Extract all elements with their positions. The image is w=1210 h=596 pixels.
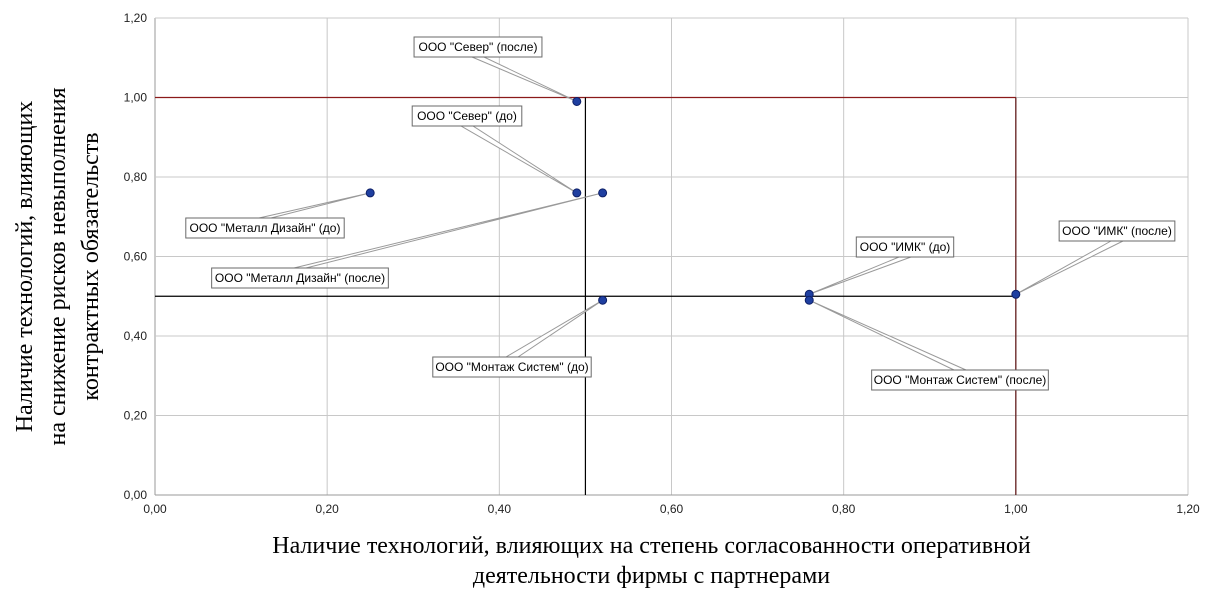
callout-box (855, 236, 955, 258)
data-label: ООО "Металл Дизайн" (до) (190, 221, 341, 235)
axis-titles: Наличие технологий, влияющих на степень … (12, 87, 1031, 589)
data-label: ООО "Север" (до) (417, 109, 517, 123)
callout-box (211, 267, 389, 289)
callout-box (185, 217, 345, 239)
x-tick-label: 1,00 (1004, 502, 1028, 516)
data-point (1011, 289, 1021, 299)
callout-leader (504, 299, 603, 358)
x-tick-label: 0,40 (488, 502, 512, 516)
callout-leader (809, 299, 967, 371)
data-label: ООО "ИМК" (до) (860, 240, 950, 254)
callout-box (411, 105, 523, 127)
data-label: ООО "ИМК" (после) (1062, 224, 1172, 238)
y-axis-title: контрактных обязательств (78, 132, 104, 400)
data-point (598, 295, 608, 305)
data-label: ООО "Монтаж Систем" (до) (435, 360, 588, 374)
callout-leaders (258, 56, 1124, 371)
x-tick-label: 0,20 (315, 502, 339, 516)
callout-labels: ООО "Север" (после) ООО "Север" (до) ООО "… (185, 36, 1176, 391)
grid (154, 17, 1189, 496)
x-axis-title: деятельности фирмы с партнерами (473, 563, 830, 589)
y-axis-title: на снижение рисков невыполнения (45, 87, 71, 445)
callout-box (432, 356, 592, 378)
callout-leader (471, 56, 578, 102)
callout-leader (809, 256, 912, 295)
y-tick-label: 0,00 (124, 488, 148, 502)
callout-box (871, 369, 1049, 391)
tick-labels: 0,00 0,20 0,40 0,60 0,80 1,00 1,20 0,00 0,20 0,40… (124, 11, 1200, 516)
callout-box (1058, 220, 1176, 242)
y-tick-label: 0,60 (124, 250, 148, 264)
x-axis-title: Наличие технологий, влияющих на степень … (272, 533, 1031, 559)
reference-lines (155, 96, 1017, 495)
data-label: ООО "Север" (после) (419, 40, 538, 54)
data-points (365, 96, 1021, 305)
callout-box (413, 36, 543, 58)
callout-leader (459, 125, 578, 194)
y-tick-label: 0,80 (124, 170, 148, 184)
y-tick-label: 0,40 (124, 329, 148, 343)
x-tick-label: 0,80 (832, 502, 856, 516)
data-label: ООО "Металл Дизайн" (после) (215, 271, 385, 285)
y-tick-label: 0,20 (124, 409, 148, 423)
data-label: ООО "Монтаж Систем" (после) (874, 373, 1047, 387)
data-point (804, 295, 814, 305)
x-tick-label: 1,20 (1176, 502, 1200, 516)
y-axis-title: Наличие технологий, влияющих (12, 101, 38, 433)
data-point (572, 96, 582, 106)
x-tick-label: 0,60 (660, 502, 684, 516)
x-tick-label: 0,00 (143, 502, 167, 516)
data-point (572, 188, 582, 198)
callout-leader (1015, 240, 1124, 295)
y-tick-label: 1,20 (124, 11, 148, 25)
data-point (365, 188, 375, 198)
data-point (598, 188, 608, 198)
callout-leader (258, 192, 371, 219)
y-tick-label: 1,00 (124, 91, 148, 105)
